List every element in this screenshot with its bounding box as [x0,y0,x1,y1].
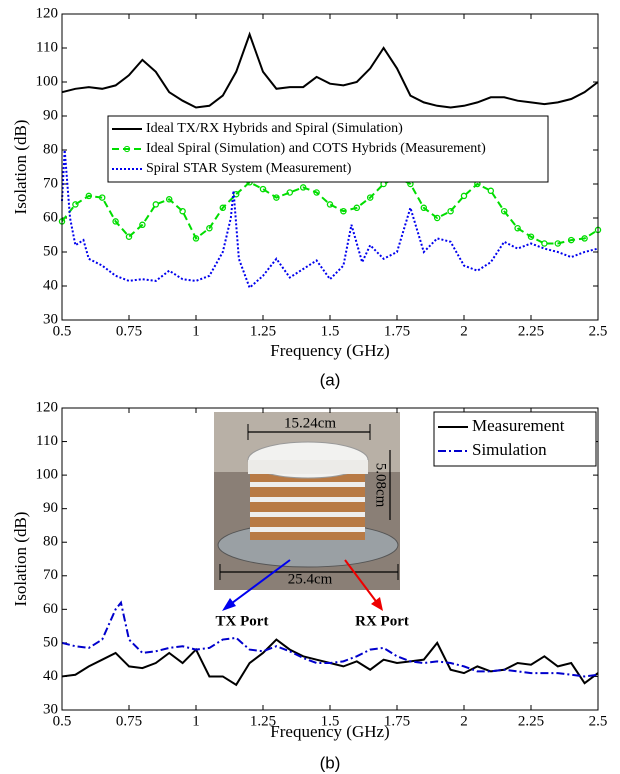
marker [527,233,535,240]
x-tick-label: 1 [192,713,200,729]
legend-box [107,115,549,183]
y-tick-label: 70 [43,567,58,583]
y-tick-label: 80 [43,141,58,157]
legend-label: Spiral STAR System (Measurement) [146,161,352,176]
x-tick-label: 2.25 [518,713,544,729]
marker [353,204,361,212]
y-tick-label: 110 [36,433,58,449]
marker [85,192,93,200]
x-tick-label: 0.75 [116,323,142,339]
annotation: 15.24cm [284,415,336,431]
marker [72,201,79,208]
marker [152,201,160,208]
x-tick-label: 2 [460,713,468,729]
y-tick-label: 70 [43,175,58,191]
y-tick-label: 30 [43,311,58,327]
annotation: 25.4cm [288,571,333,587]
axes-frame [61,13,599,321]
y-tick-label: 110 [36,39,58,55]
caption: (a) [320,370,341,389]
y-tick-label: 40 [43,277,58,293]
x-tick-label: 1.5 [321,713,340,729]
annotation: 5.08cm [373,463,389,508]
marker [447,207,454,215]
y-tick-label: 90 [43,500,58,516]
marker [500,207,508,215]
y-tick-label: 50 [43,243,58,259]
x-axis-label: Frequency (GHz) [270,341,389,360]
y-tick-label: 50 [43,634,58,650]
marker [433,214,441,222]
marker [232,190,240,198]
marker [219,204,227,212]
marker [514,224,521,232]
x-tick-label: 0.5 [53,713,72,729]
marker [313,189,320,196]
marker [206,224,213,232]
marker [541,240,548,247]
y-tick-label: 90 [43,107,58,123]
y-tick-label: 40 [43,668,58,684]
caption: (b) [320,753,341,772]
marker [340,207,347,215]
marker [259,185,267,193]
x-tick-label: 2.25 [518,323,544,339]
y-tick-label: 100 [36,467,59,483]
y-tick-label: 80 [43,534,58,550]
marker [286,189,294,196]
x-tick-label: 0.5 [53,323,72,339]
annotation: TX Port [216,613,269,629]
annotation: RX Port [355,613,409,629]
y-tick-label: 60 [43,601,58,617]
marker [165,196,173,203]
series-line [61,176,599,245]
legend-label: Simulation [472,440,547,459]
marker [273,194,280,201]
marker [125,233,133,240]
x-tick-label: 1.75 [384,713,410,729]
x-tick-label: 1 [192,323,200,339]
marker [366,194,374,201]
x-tick-label: 2 [460,323,468,339]
legend-label: Ideal TX/RX Hybrids and Spiral (Simulati… [146,121,403,136]
x-tick-label: 2.5 [589,323,608,339]
marker [326,201,334,208]
x-axis-label: Frequency (GHz) [270,722,389,741]
series-line [61,149,599,290]
x-tick-label: 1.25 [250,713,276,729]
y-axis-label: Isolation (dB) [11,512,30,607]
y-tick-label: 120 [36,5,59,21]
x-tick-label: 1.75 [384,323,410,339]
photo [214,412,400,611]
marker [554,240,562,247]
legend-label: Ideal Spiral (Simulation) and COTS Hybri… [146,141,486,156]
marker [98,194,106,201]
legend-marker [123,145,131,153]
marker [299,184,307,191]
y-tick-label: 120 [36,399,59,415]
y-axis-label: Isolation (dB) [11,120,30,215]
marker [139,221,146,229]
legend-label: Measurement [472,416,565,435]
y-tick-label: 100 [36,73,59,89]
marker [460,192,468,200]
x-tick-label: 2.5 [589,713,608,729]
marker [567,236,575,244]
marker [487,187,495,195]
y-tick-label: 30 [43,701,58,717]
x-tick-label: 1.25 [250,323,276,339]
y-tick-label: 60 [43,209,58,225]
series-line [61,31,599,109]
marker [192,235,200,242]
marker [581,235,588,242]
marker [179,207,186,215]
x-tick-label: 0.75 [116,713,142,729]
marker [112,218,119,225]
x-tick-label: 1.5 [321,323,340,339]
marker [420,204,428,212]
legend-box [433,411,597,467]
axes-frame [61,407,599,711]
